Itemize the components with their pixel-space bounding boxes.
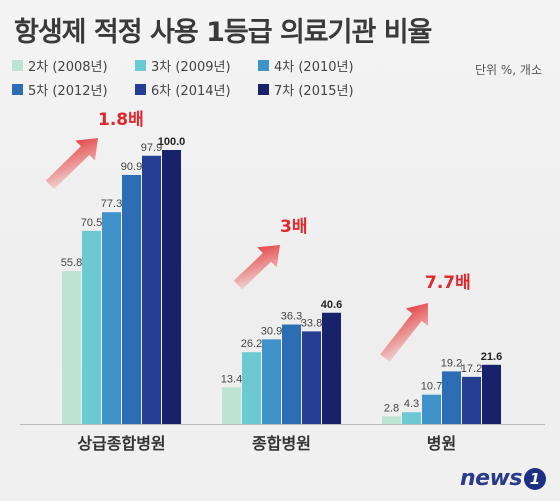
- news1-logo: news 1: [460, 466, 546, 491]
- legend-swatch: [12, 60, 23, 71]
- legend-item: 6차 (2014년): [135, 80, 231, 99]
- legend-swatch: [135, 60, 146, 71]
- legend-swatch: [258, 60, 269, 71]
- value-label: 90.9: [121, 161, 142, 173]
- category-label: 상급종합병원: [77, 434, 165, 453]
- bar: [282, 324, 301, 424]
- value-label: 26.2: [241, 338, 262, 350]
- value-label: 33.8: [301, 317, 322, 329]
- bar: [442, 371, 461, 424]
- legend-item: 4차 (2010년): [258, 56, 354, 75]
- value-label: 70.5: [81, 217, 102, 229]
- legend-label: 4차 (2010년): [274, 60, 354, 75]
- legend-item: 7차 (2015년): [258, 80, 354, 99]
- value-label: 30.9: [261, 325, 282, 337]
- category-label: 병원: [427, 434, 456, 453]
- bar: [82, 230, 101, 424]
- bar: [222, 387, 241, 424]
- growth-arrow: [45, 137, 99, 190]
- growth-annotation: 7.7배: [425, 273, 471, 293]
- value-label: 19.2: [441, 357, 462, 369]
- legend-item: 5차 (2012년): [12, 80, 108, 99]
- bar: [402, 412, 421, 424]
- bar: [62, 271, 81, 424]
- legend-swatch: [12, 84, 23, 95]
- value-label: 40.6: [321, 299, 342, 311]
- bar: [122, 174, 141, 424]
- arrow-shape: [380, 303, 428, 362]
- category-label: 종합병원: [252, 434, 311, 453]
- legend-label: 2차 (2008년): [28, 60, 108, 75]
- value-label: 13.4: [221, 373, 242, 385]
- bar: [382, 416, 401, 424]
- growth-arrow: [380, 303, 428, 362]
- value-label: 21.6: [481, 351, 502, 363]
- legend-item: 2차 (2008년): [12, 56, 108, 75]
- value-label: 77.3: [101, 198, 122, 210]
- value-label: 2.8: [384, 402, 399, 414]
- chart-title: 항생제 적정 사용 1등급 의료기관 비율: [14, 17, 432, 48]
- value-label: 17.2: [461, 363, 482, 375]
- logo-text: news: [459, 466, 523, 491]
- value-label: 4.3: [404, 398, 419, 410]
- growth-annotation: 3배: [280, 217, 307, 237]
- value-label: 10.7: [421, 381, 442, 393]
- bar: [422, 394, 441, 424]
- bar: [462, 376, 481, 424]
- bar: [322, 312, 341, 424]
- value-label: 100.0: [158, 136, 186, 148]
- growth-arrow: [233, 245, 281, 290]
- legend-item: 3차 (2009년): [135, 56, 231, 75]
- arrow-shape: [233, 245, 281, 290]
- logo-badge: 1: [524, 467, 546, 490]
- bar: [102, 212, 121, 424]
- legend-swatch: [258, 84, 269, 95]
- unit-label: 단위 %, 개소: [474, 63, 542, 77]
- arrow-shape: [45, 137, 99, 190]
- bar: [242, 352, 261, 424]
- bar: [142, 155, 161, 424]
- value-label: 55.8: [61, 257, 82, 269]
- bar: [302, 331, 321, 424]
- value-label: 36.3: [281, 311, 302, 323]
- bar: [162, 150, 181, 424]
- legend-label: 7차 (2015년): [274, 84, 354, 99]
- bar: [262, 339, 281, 424]
- legend-swatch: [135, 84, 146, 95]
- legend-label: 3차 (2009년): [151, 60, 231, 75]
- value-label: 97.9: [141, 142, 162, 154]
- legend-label: 6차 (2014년): [151, 84, 231, 99]
- legend-label: 5차 (2012년): [28, 84, 108, 99]
- bar: [482, 364, 501, 424]
- growth-annotation: 1.8배: [98, 110, 144, 130]
